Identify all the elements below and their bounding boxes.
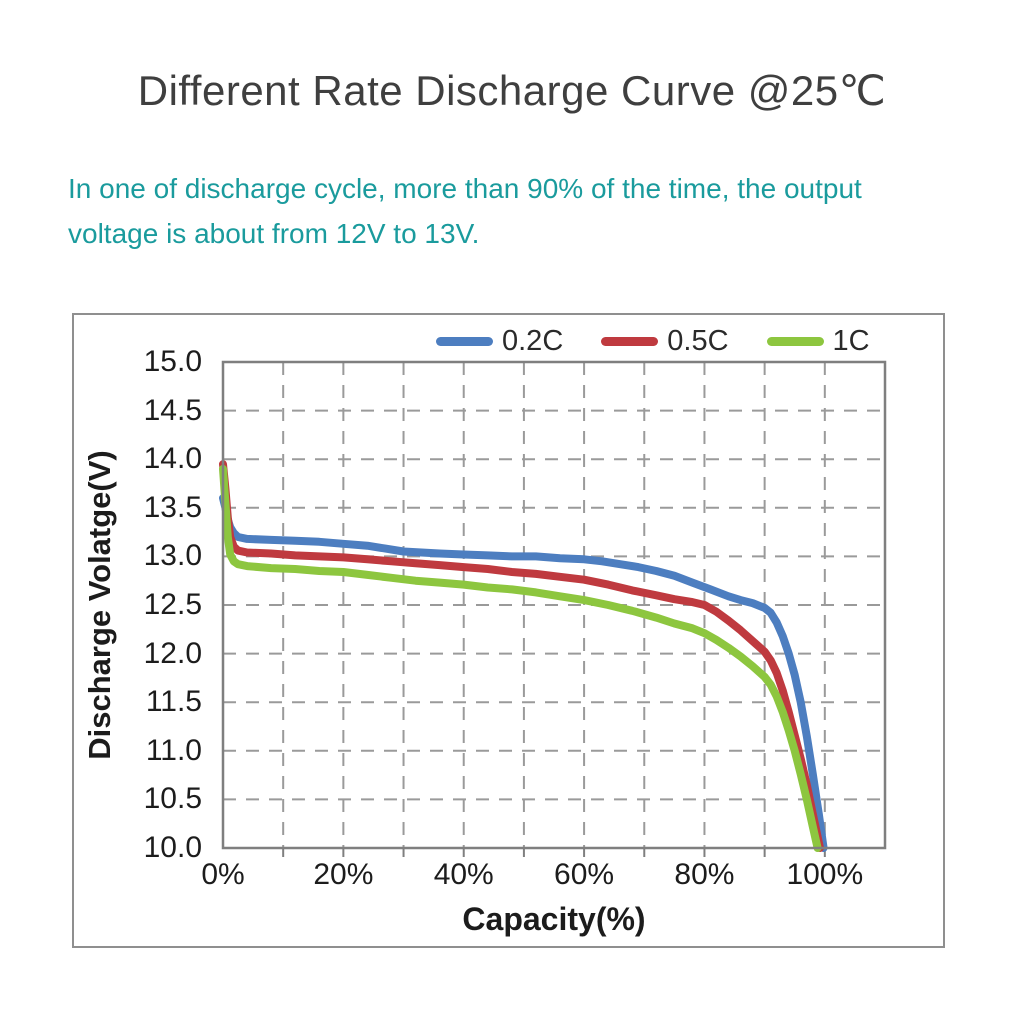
- y-tick-label: 13.0: [143, 539, 202, 573]
- legend-line-icon: [766, 336, 824, 346]
- series-line-0.5c: [219, 460, 824, 852]
- y-tick-label: 12.0: [143, 636, 202, 670]
- x-tick-label: 80%: [674, 858, 735, 891]
- x-tick-label: 20%: [313, 858, 374, 891]
- y-axis-title: Discharge Volatge(V): [82, 450, 117, 760]
- chart-subtitle: In one of discharge cycle, more than 90%…: [68, 166, 968, 256]
- legend-line-icon: [601, 336, 659, 346]
- legend-line-icon: [436, 336, 493, 346]
- plot-border: [221, 360, 887, 850]
- x-axis-title: Capacity(%): [462, 901, 646, 937]
- series-line-1c: [219, 464, 822, 852]
- legend-item-1c: 1C: [766, 324, 870, 358]
- y-tick-label: 11.0: [145, 733, 202, 767]
- legend-label: 0.5C: [667, 324, 729, 357]
- legend-item-0.2c: 0.2C: [436, 325, 563, 358]
- series-line-0.2c: [219, 494, 828, 852]
- y-tick-label: 10.0: [143, 831, 202, 864]
- subtitle-line-1: In one of discharge cycle, more than 90%…: [68, 173, 862, 204]
- x-tick-label: 100%: [786, 858, 864, 891]
- subtitle-line-2: voltage is about from 12V to 13V.: [68, 218, 480, 249]
- y-tick-label: 13.5: [143, 490, 202, 524]
- y-tick-label: 10.5: [143, 782, 202, 816]
- legend-item-0.5c: 0.5C: [601, 324, 729, 358]
- y-tick-label: 15.0: [143, 345, 202, 378]
- x-tick-label: 40%: [433, 858, 494, 891]
- chart-legend: 0.2C 0.5C 1C: [436, 325, 870, 357]
- chart-frame: 0.2C 0.5C 1C 15.0 14.5 14.0 13.5 13.0 12.5 12.0 1…: [72, 313, 945, 948]
- legend-label: 0.2C: [502, 324, 564, 357]
- x-tick-label: 0%: [201, 858, 245, 891]
- plot-area: [219, 360, 887, 857]
- y-tick-label: 12.5: [143, 588, 202, 621]
- y-tick-label: 14.5: [143, 393, 202, 427]
- x-tick-label: 60%: [554, 858, 615, 891]
- y-tick-label: 14.0: [143, 442, 202, 476]
- legend-label: 1C: [832, 324, 870, 357]
- y-tick-label: 11.5: [145, 685, 202, 719]
- page-title: Different Rate Discharge Curve @25℃: [137, 67, 887, 114]
